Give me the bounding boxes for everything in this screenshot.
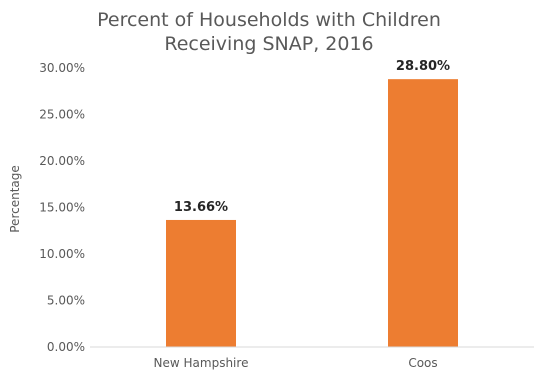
data-labels: 13.66% 28.80% [174,59,450,215]
chart-title-line-2: Receiving SNAP, 2016 [164,33,373,55]
x-tick-label: Coos [408,356,437,370]
y-tick-label: 10.00% [39,247,85,261]
data-label: 28.80% [396,59,450,74]
y-axis-ticks: 0.00% 5.00% 10.00% 15.00% 20.00% 25.00% 30.00% [39,61,85,354]
x-tick-label: New Hampshire [154,356,249,370]
y-axis-label: Percentage [8,165,22,233]
bars [166,79,458,347]
y-tick-label: 20.00% [39,154,85,168]
y-tick-label: 0.00% [47,340,85,354]
y-tick-label: 30.00% [39,61,85,75]
bar-new-hampshire [166,219,236,347]
y-tick-label: 25.00% [39,108,85,122]
chart-title-line-1: Percent of Households with Children [97,9,441,31]
chart-title: Percent of Households with Children Rece… [97,9,441,55]
y-tick-label: 5.00% [47,294,85,308]
data-label: 13.66% [174,200,228,215]
x-axis-ticks: New Hampshire Coos [154,356,438,370]
bar-coos [388,79,458,347]
y-tick-label: 15.00% [39,201,85,215]
